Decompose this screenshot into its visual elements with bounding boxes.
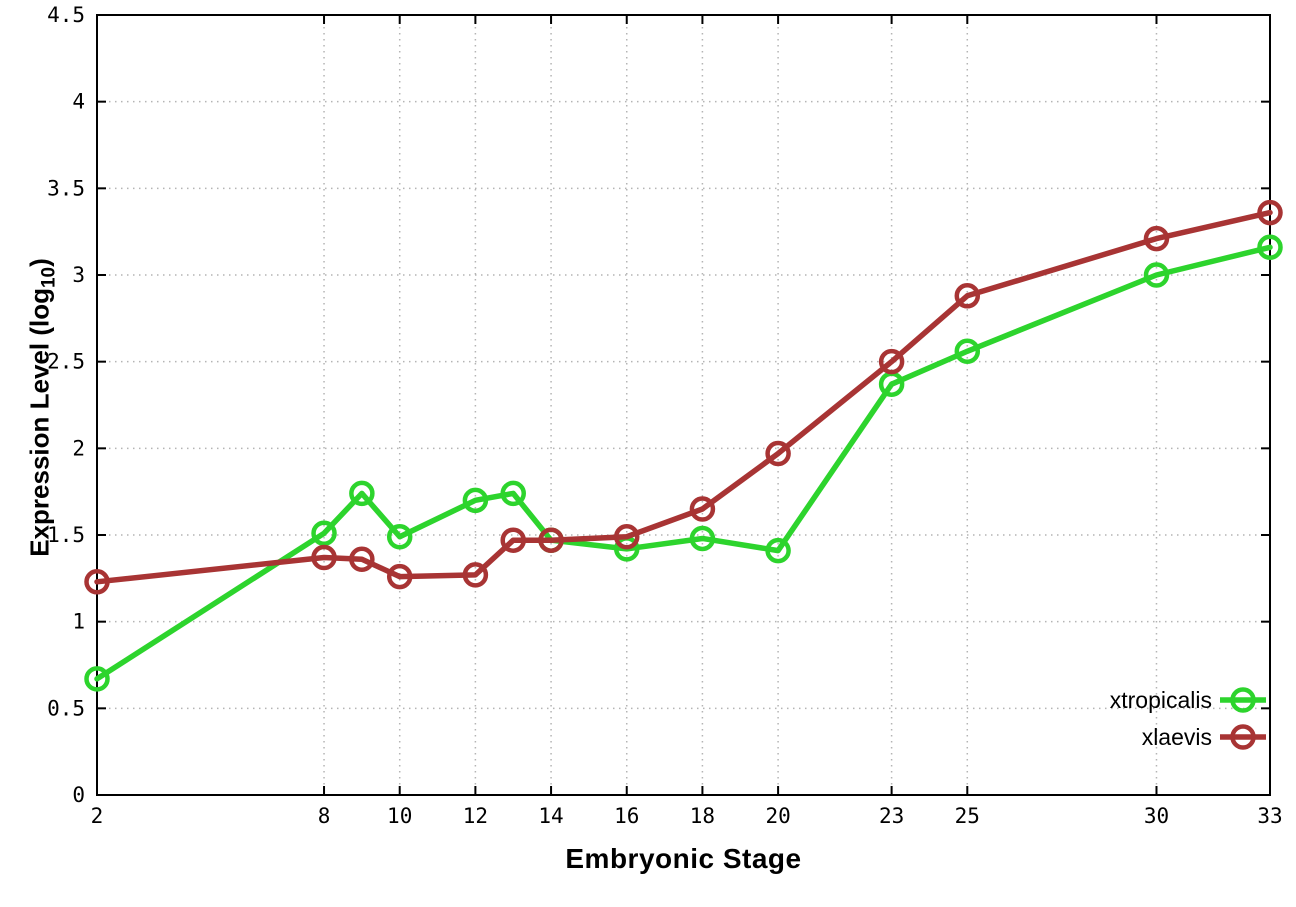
legend-sample-marker — [1230, 724, 1256, 750]
x-tick-label: 10 — [387, 804, 412, 828]
x-tick-label: 23 — [879, 804, 904, 828]
x-tick-label: 18 — [690, 804, 715, 828]
data-point-marker-xlaevis — [1143, 225, 1170, 252]
y-axis-title: Expression Level (log10) — [24, 208, 60, 608]
data-point-marker-xlaevis — [538, 527, 564, 553]
x-tick-label: 12 — [463, 804, 488, 828]
legend-label: xtropicalis — [1110, 687, 1212, 713]
data-point-marker-xtropicalis — [1257, 234, 1283, 261]
x-tick-label: 14 — [538, 804, 563, 828]
data-point-marker-xtropicalis — [954, 338, 981, 365]
y-tick-label: 0 — [72, 783, 85, 807]
series-line-xlaevis — [94, 209, 1273, 585]
y-tick-label: 4 — [72, 90, 85, 114]
data-point-marker-xtropicalis — [349, 480, 375, 507]
x-tick-label: 20 — [765, 804, 790, 828]
data-point-marker-xlaevis — [500, 527, 526, 553]
data-point-marker-xtropicalis — [84, 666, 110, 692]
y-tick-label: 4.5 — [47, 3, 85, 27]
data-point-marker-xlaevis — [613, 523, 640, 550]
x-tick-label: 30 — [1144, 804, 1169, 828]
y-tick-label: 1.5 — [47, 523, 85, 547]
x-tick-label: 8 — [318, 804, 331, 828]
data-point-marker-xtropicalis — [1143, 262, 1170, 288]
legend-item-xlaevis: xlaevis — [1142, 724, 1266, 750]
y-tick-label: 2.5 — [47, 350, 85, 374]
data-point-marker-xtropicalis — [311, 520, 337, 547]
y-tick-label: 2 — [72, 436, 85, 460]
data-point-marker-xlaevis — [1257, 199, 1283, 226]
series-line-xtropicalis — [94, 244, 1273, 682]
y-axis-title-text: Expression Level (log — [24, 288, 55, 557]
data-point-marker-xlaevis — [311, 544, 337, 571]
data-point-marker-xtropicalis — [765, 537, 791, 564]
y-tick-label: 3 — [72, 263, 85, 287]
data-point-marker-xlaevis — [349, 546, 375, 573]
data-point-marker-xlaevis — [462, 562, 489, 588]
data-point-marker-xlaevis — [689, 496, 716, 522]
x-tick-label: 2 — [91, 804, 104, 828]
plot-border — [96, 14, 1271, 796]
x-axis-title: Embryonic Stage — [565, 843, 802, 874]
y-tick-label: 3.5 — [47, 176, 85, 200]
data-point-marker-xlaevis — [878, 348, 905, 375]
data-point-marker-xlaevis — [765, 440, 791, 467]
y-tick-label: 1 — [72, 610, 85, 634]
legend-item-xtropicalis: xtropicalis — [1110, 687, 1266, 713]
data-point-marker-xtropicalis — [689, 525, 716, 552]
x-tick-label: 33 — [1257, 804, 1282, 828]
y-tick-label: 0.5 — [47, 696, 85, 720]
x-tick-label: 16 — [614, 804, 639, 828]
legend-sample-marker — [1230, 687, 1256, 713]
data-point-marker-xlaevis — [954, 283, 981, 309]
y-axis-title-subscript: 10 — [38, 266, 60, 289]
data-point-marker-xtropicalis — [500, 480, 526, 507]
data-point-marker-xtropicalis — [462, 487, 489, 514]
data-point-marker-xtropicalis — [386, 523, 413, 550]
data-point-marker-xlaevis — [84, 569, 110, 595]
data-point-marker-xlaevis — [386, 563, 413, 590]
legend-label: xlaevis — [1142, 724, 1212, 750]
x-tick-label: 25 — [955, 804, 980, 828]
